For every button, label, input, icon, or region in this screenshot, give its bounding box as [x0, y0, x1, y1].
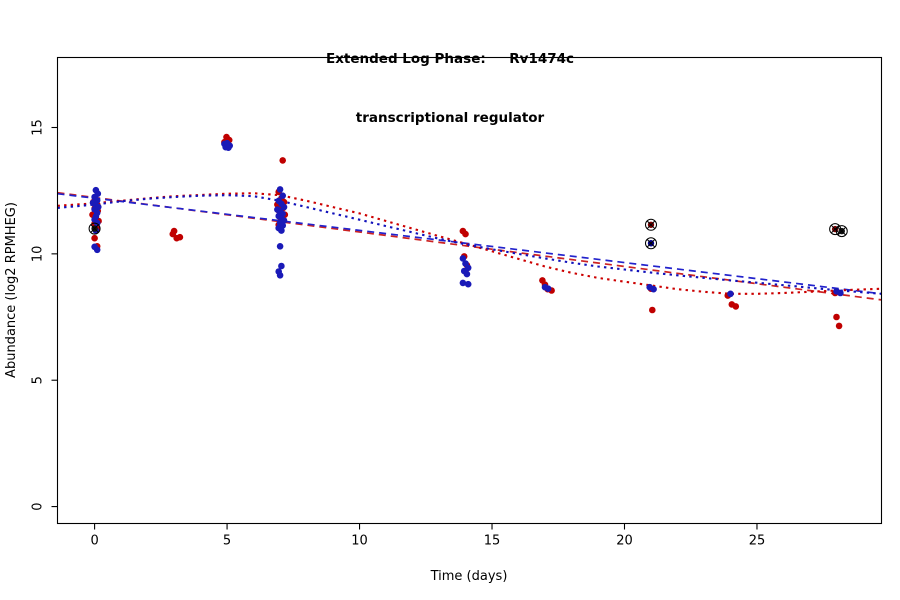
red-replicate-point [833, 313, 840, 321]
flagged-point-x [837, 226, 846, 236]
red-replicate-point [732, 303, 740, 310]
y-tick-label: 10 [31, 246, 46, 263]
blue-replicate-point [727, 290, 734, 298]
blue-replicate-point [276, 272, 284, 279]
y-tick-label: 0 [31, 502, 46, 510]
blue-linear-fit-line [57, 192, 882, 295]
plot-title-line2: transcriptional regulator [355, 109, 545, 126]
x-tick-label: 0 [90, 534, 98, 549]
red-replicate-point [170, 227, 178, 235]
red-replicate-point [462, 230, 469, 238]
flagged-point-circle [644, 218, 657, 231]
axes-layer: 0 5 10 15 20 25 0 5 10 15 [31, 56, 883, 549]
blue-replicate-point [276, 243, 284, 250]
x-tick-label: 25 [749, 534, 766, 549]
blue-replicate-point [223, 139, 231, 147]
flagged-points-layer [88, 218, 848, 250]
blue-replicate-point [459, 279, 467, 287]
blue-replicate-point [837, 289, 844, 297]
x-axis-label: Time (days) [430, 569, 508, 584]
flagged-point-x [90, 224, 99, 233]
flagged-point-x [830, 224, 840, 234]
blue-replicate-point [278, 262, 285, 270]
blue-replicate-point [276, 186, 284, 193]
blue-replicate-point [464, 280, 472, 288]
blue-replicate-point [278, 227, 285, 234]
blue-replicate-point [459, 255, 467, 262]
red-replicate-point [91, 234, 98, 242]
flagged-point-circle [88, 222, 101, 235]
y-axis-label: Abundance (log2 RPMHEG) [4, 202, 19, 378]
y-tick-label: 15 [31, 119, 46, 136]
blue-replicate-point [544, 285, 552, 293]
x-tick-label: 5 [223, 534, 231, 549]
flagged-point-circle [835, 225, 848, 238]
blue-replicate-point [650, 285, 657, 293]
plot-title-line1: Extended Log Phase: Rv1474c [325, 51, 575, 68]
blue-loess-fit-line [57, 194, 882, 295]
data-points-layer [89, 133, 844, 330]
plot-title: Extended Log Phase: Rv1474c transcriptio… [0, 11, 900, 168]
trend-lines-layer [57, 191, 882, 301]
blue-replicate-point [279, 192, 287, 199]
red-replicate-point [649, 306, 656, 314]
y-tick-label: 5 [31, 376, 46, 384]
flagged-point-x [646, 239, 656, 248]
red-replicate-point [279, 157, 287, 164]
flagged-point-x [646, 220, 656, 230]
blue-replicate-point [280, 203, 288, 211]
red-replicate-point [835, 322, 843, 330]
x-tick-label: 20 [616, 534, 633, 549]
blue-replicate-point [463, 270, 471, 278]
x-tick-label: 10 [351, 534, 368, 549]
flagged-point-circle [644, 237, 657, 250]
red-replicate-point [176, 233, 184, 241]
blue-replicate-point [93, 246, 101, 254]
x-tick-label: 15 [484, 534, 501, 549]
plot-border [56, 56, 883, 525]
